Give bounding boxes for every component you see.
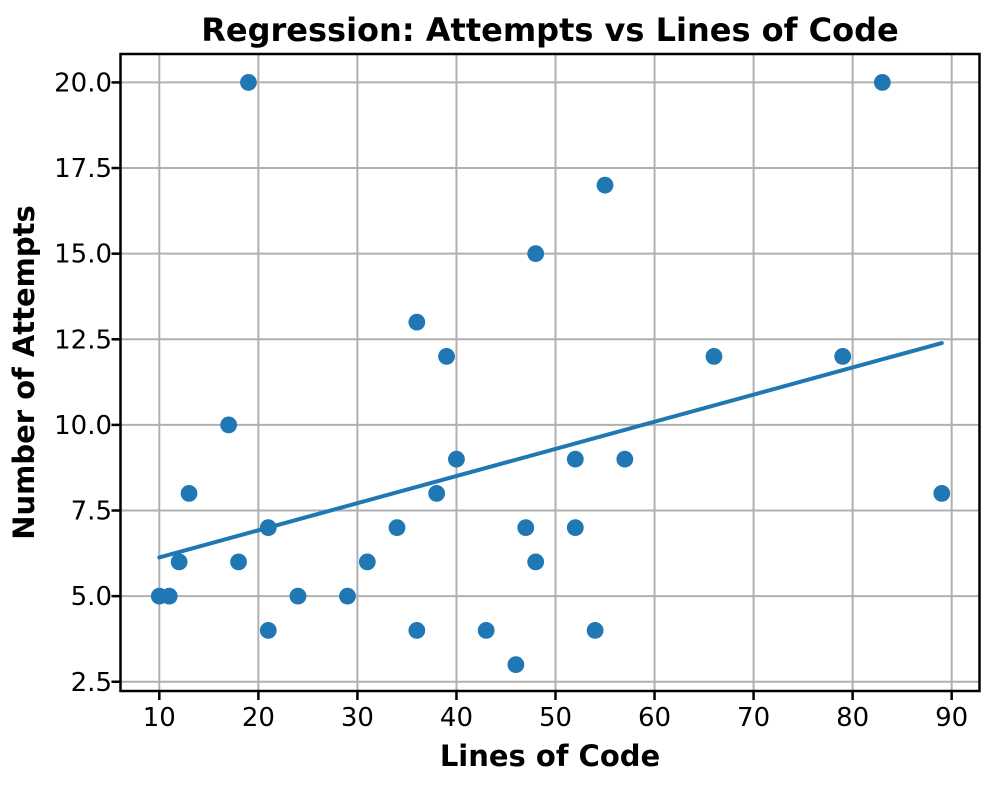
scatter-point <box>388 519 406 537</box>
x-tick-label: 90 <box>935 703 968 733</box>
x-axis-label: Lines of Code <box>440 739 660 773</box>
plot-border <box>119 52 981 693</box>
x-tick-label: 80 <box>836 703 869 733</box>
scatter-point <box>566 450 584 468</box>
regression-line-layer <box>157 341 944 560</box>
y-tick-label: 10.0 <box>54 411 112 441</box>
scatter-point <box>170 553 188 571</box>
scatter-point <box>705 348 723 365</box>
y-tick-label: 17.5 <box>54 154 112 184</box>
scatter-point <box>933 484 951 502</box>
scatter-point <box>160 587 178 605</box>
y-tick-label: 20.0 <box>54 68 112 98</box>
scatter-point <box>873 74 891 91</box>
chart-title: Regression: Attempts vs Lines of Code <box>201 11 899 49</box>
x-tick-label: 60 <box>638 703 671 733</box>
scatter-point <box>428 484 446 502</box>
x-tick-label: 70 <box>737 703 770 733</box>
scatter-point <box>180 484 198 502</box>
x-tick-label: 30 <box>341 703 374 733</box>
y-tick-label: 15.0 <box>54 240 112 270</box>
scatter-point <box>358 553 376 571</box>
axis-ticks <box>111 81 953 700</box>
scatter-point <box>438 348 455 365</box>
scatter-point <box>596 176 614 194</box>
gridlines <box>120 54 980 691</box>
scatter-point <box>527 245 545 263</box>
scatter-point <box>339 587 356 605</box>
x-tick-labels: 10 20 30 40 50 60 70 80 90 <box>143 703 968 733</box>
scatter-point <box>448 450 465 468</box>
scatter-point <box>259 621 277 639</box>
regression-line <box>157 341 944 560</box>
scatter-point <box>408 621 426 639</box>
y-tick-label: 12.5 <box>54 325 112 355</box>
scatter-point <box>477 621 495 639</box>
y-tick-label: 5.0 <box>71 582 112 612</box>
scatter-point <box>240 74 257 91</box>
scatter-point <box>220 416 238 434</box>
x-tick-label: 10 <box>143 703 176 733</box>
scatter-point <box>566 519 584 537</box>
scatter-point <box>507 656 525 674</box>
scatter-point <box>517 519 535 537</box>
scatter-point <box>408 313 426 331</box>
scatter-point <box>616 450 634 468</box>
y-tick-label: 2.5 <box>71 668 112 698</box>
y-tick-label: 7.5 <box>71 497 112 527</box>
scatter-points <box>150 74 951 674</box>
scatter-point <box>527 553 545 571</box>
scatter-point <box>586 621 604 639</box>
scatter-point <box>230 553 247 571</box>
x-tick-label: 50 <box>539 703 572 733</box>
scatter-point <box>834 348 852 365</box>
x-tick-label: 20 <box>242 703 275 733</box>
scatter-point <box>259 519 277 537</box>
x-tick-label: 40 <box>440 703 473 733</box>
y-tick-labels: 2.5 5.0 7.5 10.0 12.5 15.0 17.5 20.0 <box>54 68 112 697</box>
scatter-point <box>289 587 307 605</box>
y-axis-label: Number of Attempts <box>7 205 41 540</box>
